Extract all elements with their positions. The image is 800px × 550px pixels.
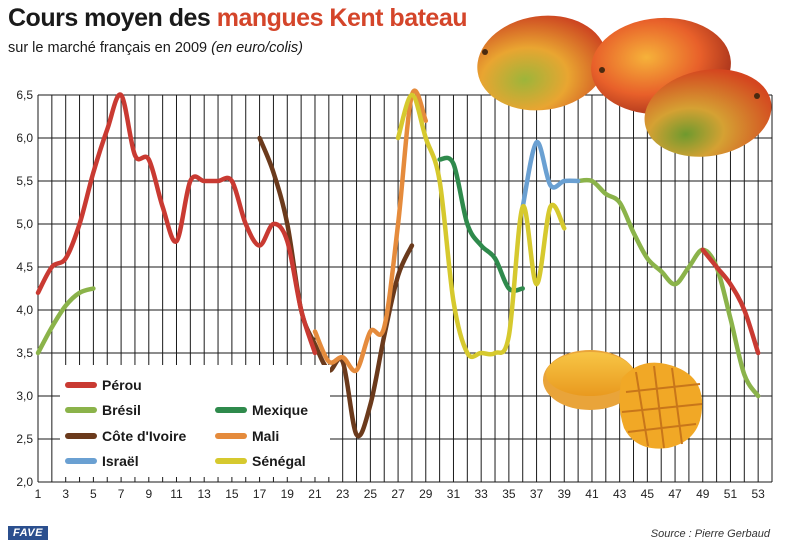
- x-tick-label: 23: [336, 487, 350, 501]
- x-tick-label: 13: [198, 487, 212, 501]
- x-tick-label: 49: [696, 487, 710, 501]
- y-tick-label: 5,5: [16, 174, 33, 188]
- x-tick-label: 11: [170, 487, 183, 501]
- x-tick-label: 7: [118, 487, 125, 501]
- x-tick-label: 1: [35, 487, 42, 501]
- x-tick-label: 29: [419, 487, 433, 501]
- x-tick-label: 17: [253, 487, 267, 501]
- y-tick-label: 4,5: [16, 260, 33, 274]
- series-line-israel: [520, 140, 581, 210]
- x-tick-label: 21: [308, 487, 322, 501]
- series-lines: [35, 88, 761, 439]
- legend-label: Sénégal: [252, 453, 306, 469]
- series-line-perou: [35, 92, 318, 356]
- x-tick-label: 19: [281, 487, 295, 501]
- chart-title: Cours moyen des mangues Kent bateau: [8, 4, 468, 33]
- publisher-logo: FAVE: [8, 526, 48, 540]
- x-tick-label: 45: [641, 487, 655, 501]
- y-tick-label: 5,0: [16, 217, 33, 231]
- mango-fruit-1: [477, 15, 607, 111]
- mango-cubes: [619, 362, 703, 449]
- x-axis-ticks: 1 3 5 7 9 11 13 15 17 19 21 23 25 27 29 31 33 35 37 39 41 43 4…: [35, 487, 765, 501]
- subtitle-main: sur le marché français en 2009: [8, 40, 212, 56]
- x-tick-label: 39: [558, 487, 572, 501]
- y-tick-label: 2,5: [16, 432, 33, 446]
- subtitle-unit: (en euro/colis): [211, 40, 303, 56]
- x-tick-label: 41: [585, 487, 599, 501]
- x-tick-label: 53: [751, 487, 765, 501]
- x-tick-label: 51: [724, 487, 738, 501]
- mango-illustration-cut: [543, 350, 703, 449]
- x-tick-label: 47: [668, 487, 682, 501]
- y-tick-label: 4,0: [16, 303, 33, 317]
- legend-label: Israël: [102, 453, 139, 469]
- legend-label: Mali: [252, 428, 279, 444]
- x-tick-label: 5: [90, 487, 97, 501]
- x-tick-label: 35: [502, 487, 516, 501]
- chart-subtitle: sur le marché français en 2009 (en euro/…: [8, 40, 303, 56]
- mango-illustration-top: [477, 15, 772, 157]
- x-tick-label: 9: [145, 487, 152, 501]
- legend-background: [60, 365, 330, 477]
- mango-fruit-3: [644, 69, 772, 157]
- y-tick-label: 3,5: [16, 346, 33, 360]
- x-tick-label: 25: [364, 487, 378, 501]
- series-line-mexique: [437, 155, 525, 293]
- y-tick-label: 6,5: [16, 88, 33, 102]
- x-tick-label: 33: [474, 487, 488, 501]
- x-tick-label: 3: [62, 487, 69, 501]
- series-line-bresil: [575, 177, 761, 399]
- series-line-bresil: [35, 286, 96, 356]
- legend-label: Côte d'Ivoire: [102, 428, 186, 444]
- y-tick-label: 3,0: [16, 389, 33, 403]
- x-tick-label: 37: [530, 487, 544, 501]
- x-tick-label: 27: [391, 487, 405, 501]
- legend-label: Brésil: [102, 402, 141, 418]
- title-highlight: mangues Kent bateau: [216, 4, 468, 32]
- x-tick-label: 15: [225, 487, 239, 501]
- y-tick-label: 6,0: [16, 131, 33, 145]
- y-tick-label: 2,0: [16, 475, 33, 489]
- x-tick-label: 31: [447, 487, 461, 501]
- source-note: Source : Pierre Gerbaud: [650, 528, 770, 540]
- legend: Pérou Brésil Côte d'Ivoire Israël Mexique Mal…: [60, 365, 330, 477]
- legend-label: Pérou: [102, 377, 142, 393]
- title-part-1: Cours moyen des: [8, 4, 217, 32]
- x-tick-label: 43: [613, 487, 627, 501]
- series-line-senegal: [395, 92, 567, 360]
- y-axis-ticks: 2,0 2,5 3,0 3,5 4,0 4,5 5,0 5,5 6,0 6,5: [16, 88, 33, 489]
- series-line-mali: [312, 88, 429, 374]
- legend-label: Mexique: [252, 402, 308, 418]
- series-line-perou: [700, 247, 761, 356]
